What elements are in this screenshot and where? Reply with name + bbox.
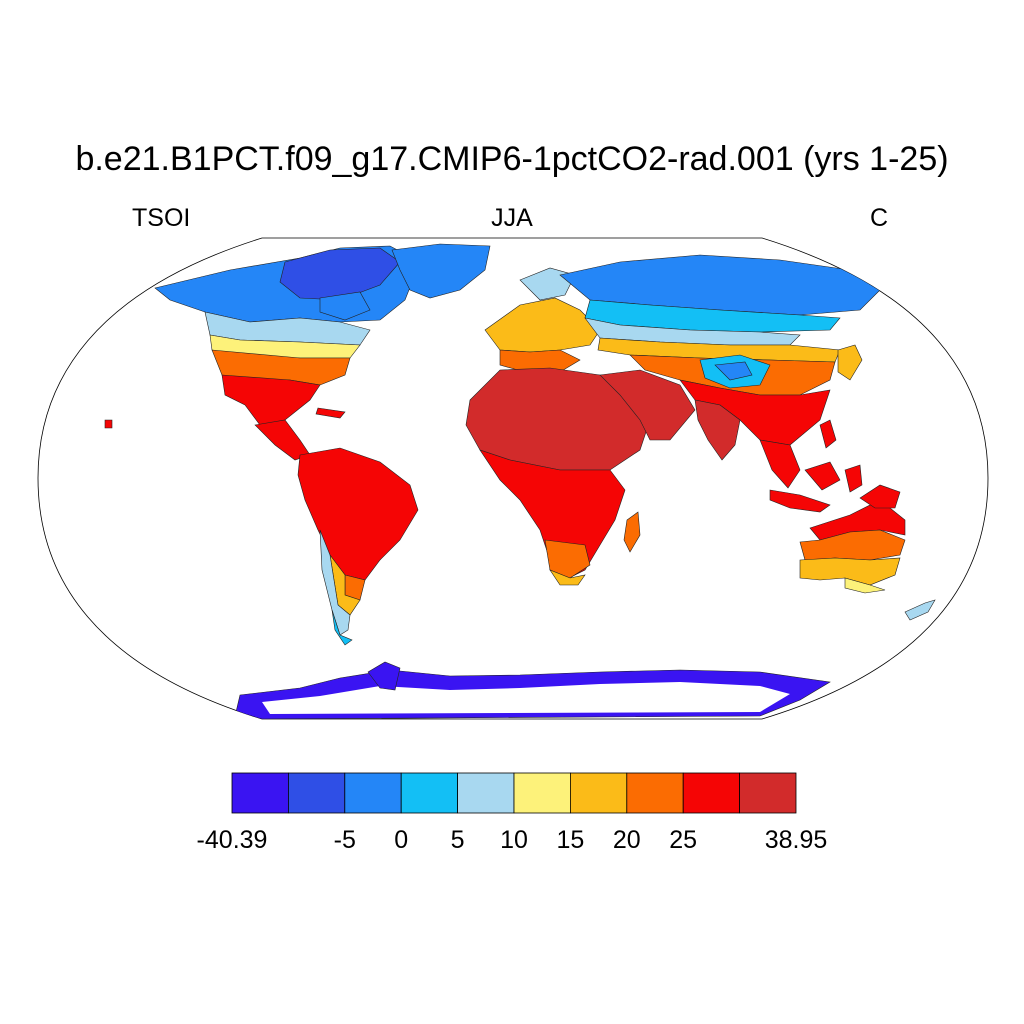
new-zealand [904,599,936,621]
colorbar-tick-label: 10 [500,826,528,854]
colorbar-swatch [287,772,346,814]
colorbar-swatch [570,772,628,814]
colorbar-swatch [682,772,741,814]
colorbar-tick-label: 25 [669,826,698,854]
colorbar-swatch [739,772,797,814]
colorbar-tick-label: 5 [450,826,465,854]
colorbar-swatch [231,772,289,814]
colorbar-tick-label: 38.95 [764,826,828,854]
africa [465,367,651,586]
colorbar-swatch [344,772,402,814]
australia [799,484,906,594]
greenland [391,243,491,299]
season-label: JJA [491,204,533,232]
colorbar-swatch [457,772,515,814]
colorbar-tick-label: 20 [612,826,641,854]
asia [559,254,881,461]
variable-label: TSOI [132,204,191,232]
southeast-asia [759,419,863,513]
colorbar-swatch [400,772,459,814]
north-america [154,245,421,461]
colorbar-swatch [513,772,571,814]
units-label: C [870,204,889,232]
colorbar-tick-label: -40.39 [196,826,268,854]
colorbar-tick-label: 15 [556,826,585,854]
colorbar-tick-label: 0 [394,826,409,854]
middle-east [599,369,696,441]
south-america [297,447,419,646]
antarctica [235,661,831,719]
colorbar-swatch [626,772,684,814]
colorbar-tick-label: -5 [333,826,356,854]
map-title: b.e21.B1PCT.f09_g17.CMIP6-1pctCO2-rad.00… [75,140,949,178]
